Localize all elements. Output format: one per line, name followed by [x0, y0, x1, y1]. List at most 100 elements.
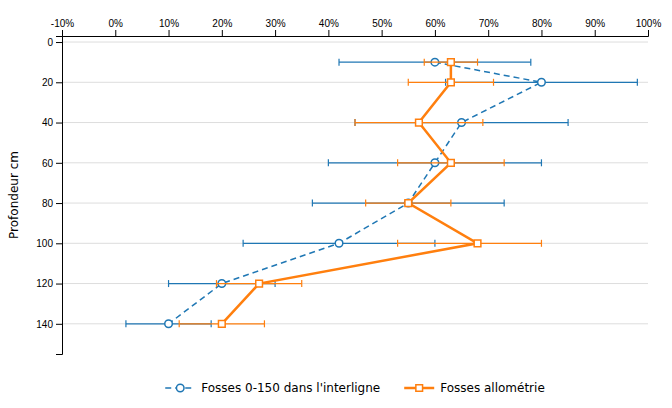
y-tick-label: 20: [42, 77, 54, 88]
grid-line: [62, 323, 648, 324]
x-tick: 40%: [319, 18, 339, 36]
grid-line: [62, 82, 648, 83]
x-tick-mark: [595, 30, 596, 36]
error-bar-line: [355, 122, 568, 123]
error-bar-cap: [365, 200, 366, 207]
error-bar-cap: [312, 200, 313, 207]
error-bar: [355, 119, 483, 126]
legend-marker: [416, 385, 423, 392]
error-bar-cap: [567, 119, 568, 126]
x-tick: 0%: [109, 18, 124, 36]
x-tick-label: 10%: [159, 18, 179, 29]
error-bar-cap: [338, 59, 339, 66]
x-tick-mark: [328, 30, 329, 36]
point: [538, 79, 546, 87]
grid: [62, 42, 648, 324]
error-bar: [398, 240, 542, 247]
x-tick-mark: [541, 30, 542, 36]
y-axis: 020406080100120140: [36, 37, 62, 355]
error-bar: [424, 59, 477, 66]
x-tick: 50%: [372, 18, 392, 36]
x-tick-label: 80%: [532, 18, 552, 29]
x-tick-mark: [648, 30, 649, 36]
error-bar-line: [398, 243, 542, 244]
y-tick: 120: [36, 278, 62, 289]
error-bar: [216, 280, 301, 287]
x-tick-mark: [115, 30, 116, 36]
y-tick-label: 60: [42, 157, 54, 168]
y-tick-label: 80: [42, 198, 54, 209]
x-tick: 30%: [266, 18, 286, 36]
error-bar-cap: [354, 119, 355, 126]
error-bar-cap: [168, 280, 169, 287]
x-tick-label: 20%: [212, 18, 232, 29]
x-tick-label: 90%: [585, 18, 605, 29]
series-line: [222, 62, 478, 324]
x-tick: -10%: [51, 18, 74, 36]
error-bar: [355, 119, 568, 126]
error-bar-cap: [504, 159, 505, 166]
y-tick-mark: [56, 123, 62, 124]
x-tick-label: 40%: [319, 18, 339, 29]
series: [126, 58, 637, 327]
error-bar: [408, 79, 493, 86]
error-bar-cap: [530, 59, 531, 66]
legend-item: Fosses 0-150 dans l'interligne: [165, 381, 380, 395]
error-bar-cap: [179, 320, 180, 327]
point: [416, 119, 423, 126]
error-bar-cap: [504, 200, 505, 207]
error-bar-cap: [216, 280, 217, 287]
x-tick-mark: [382, 30, 383, 36]
point: [165, 320, 173, 328]
series-line: [169, 62, 542, 324]
error-bar-cap: [493, 79, 494, 86]
x-tick: 100%: [636, 18, 662, 36]
point: [448, 59, 455, 66]
point: [474, 240, 481, 247]
x-tick-label: 30%: [266, 18, 286, 29]
series: [179, 59, 541, 328]
y-axis-line: [56, 37, 63, 355]
x-tick-label: 60%: [425, 18, 445, 29]
error-bar-cap: [477, 59, 478, 66]
x-axis: -10% 0% 10% 20% 30% 40% 50% 60% 70% 80% 90% 100%: [51, 18, 662, 37]
legend-marker: [176, 384, 184, 392]
y-tick-label: 140: [36, 319, 53, 330]
y-tick-label: 40: [42, 117, 54, 128]
point: [405, 200, 412, 207]
error-bar: [179, 320, 264, 327]
y-tick: 80: [42, 198, 62, 209]
grid-line: [62, 283, 648, 284]
y-tick-mark: [56, 163, 62, 164]
x-tick-mark: [275, 30, 276, 36]
marks: [126, 58, 637, 327]
error-bar-cap: [541, 159, 542, 166]
x-axis-line: [63, 30, 649, 37]
x-tick: 10%: [159, 18, 179, 36]
legend-label: Fosses 0-150 dans l'interligne: [201, 381, 380, 395]
y-axis-title: Profondeur cm: [7, 151, 21, 239]
y-tick-mark: [56, 82, 62, 83]
x-tick: 70%: [479, 18, 499, 36]
error-bar-cap: [243, 240, 244, 247]
point: [448, 79, 455, 86]
error-bar-cap: [541, 240, 542, 247]
error-bar: [398, 159, 505, 166]
error-bar-line: [328, 162, 541, 163]
error-bar-cap: [301, 280, 302, 287]
legend: Fosses 0-150 dans l'interligneFosses all…: [165, 381, 545, 395]
error-bar: [328, 159, 541, 166]
grid-line: [62, 243, 648, 244]
y-tick-label: 120: [36, 278, 53, 289]
point: [448, 159, 455, 166]
x-tick: 20%: [212, 18, 232, 36]
x-tick-label: 100%: [636, 18, 662, 29]
x-tick-label: 50%: [372, 18, 392, 29]
x-tick: 60%: [425, 18, 445, 36]
y-tick-mark: [56, 243, 62, 244]
x-tick: 90%: [585, 18, 605, 36]
x-tick-label: 70%: [479, 18, 499, 29]
y-tick-mark: [56, 42, 62, 43]
error-bar-cap: [482, 119, 483, 126]
x-tick-label: -10%: [51, 18, 74, 29]
